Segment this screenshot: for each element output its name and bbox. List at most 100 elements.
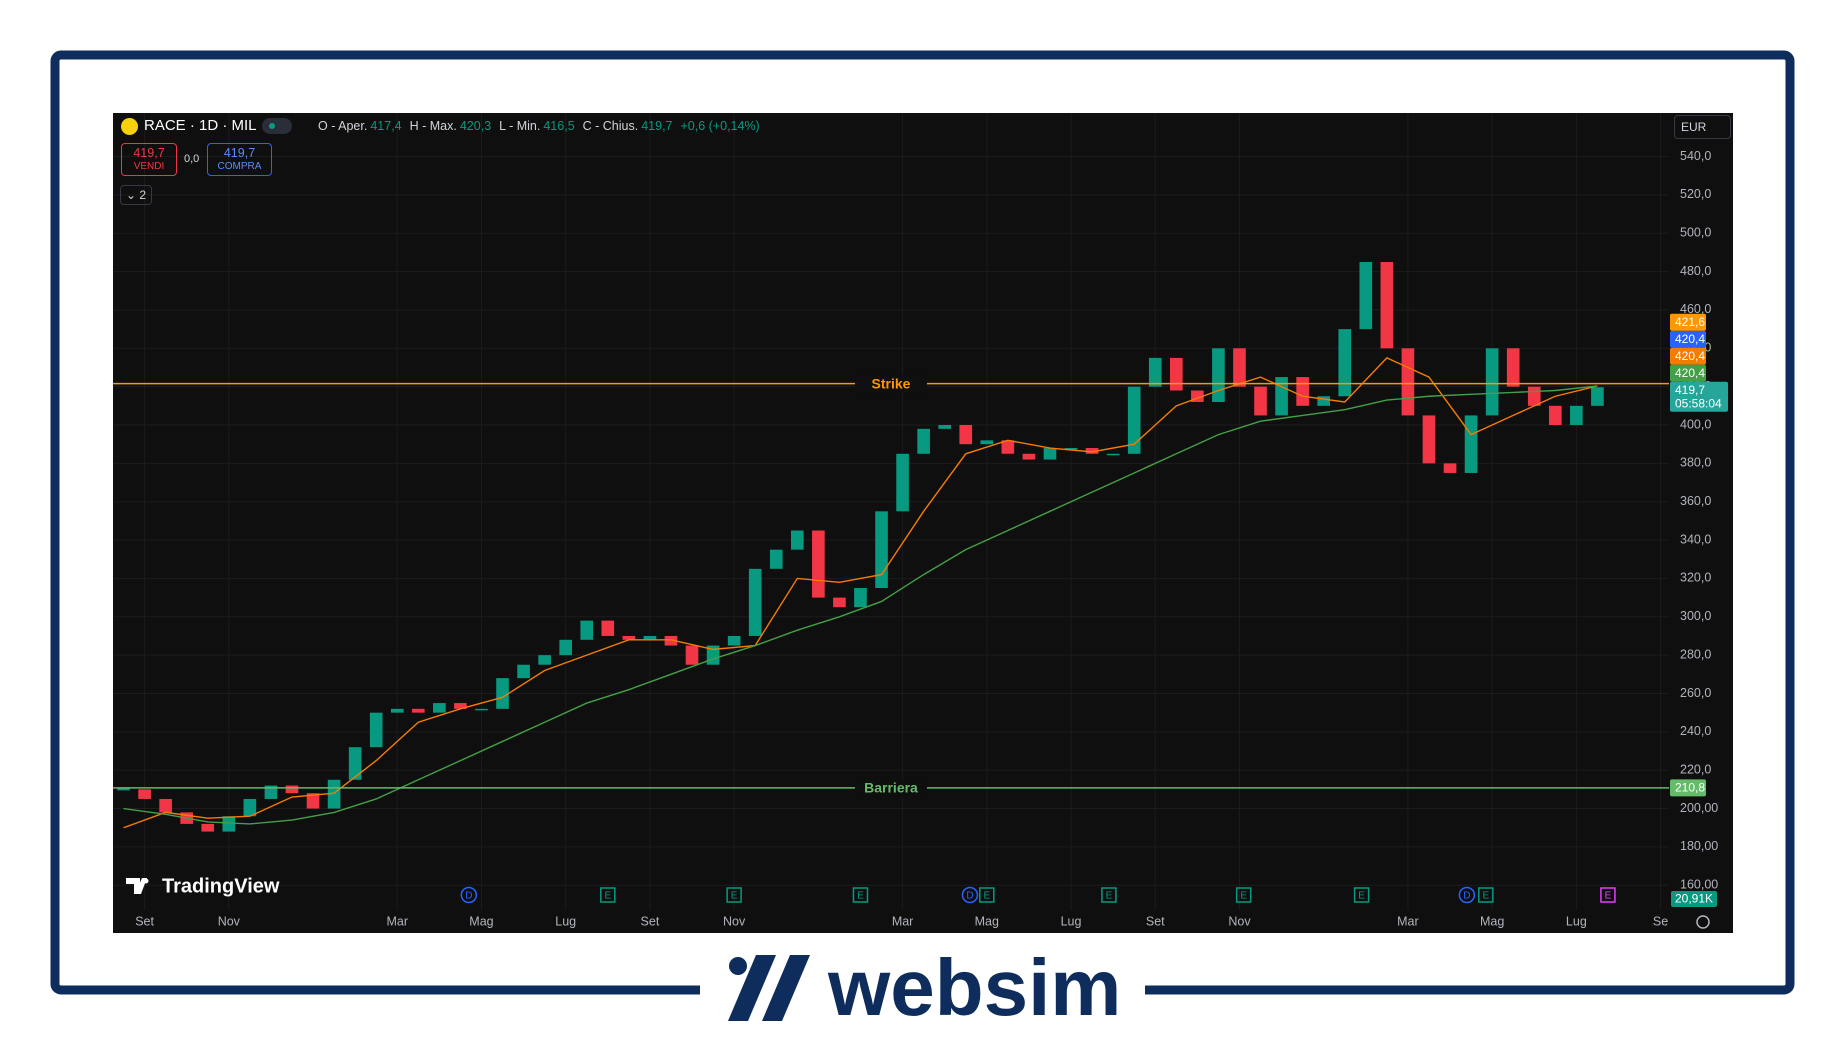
candle xyxy=(285,785,299,794)
event-marker xyxy=(460,886,478,904)
candle xyxy=(433,703,446,713)
candle xyxy=(1212,348,1225,402)
event-label: E xyxy=(604,891,611,902)
candle xyxy=(1127,386,1141,454)
event-label: E xyxy=(1605,891,1612,902)
chart-pane xyxy=(113,113,1733,933)
ohlc-label: O - Aper. xyxy=(318,119,368,133)
level-tag-label: 421,6 xyxy=(1675,315,1705,329)
candle xyxy=(348,747,362,780)
event-marker xyxy=(1600,887,1616,903)
x-tick-label: Se xyxy=(1653,914,1668,928)
y-tick-label: 460,0 xyxy=(1680,302,1711,316)
tv-icon xyxy=(126,878,147,894)
currency-select[interactable]: EUR xyxy=(1674,115,1731,139)
candle xyxy=(854,588,867,608)
candle xyxy=(1401,348,1415,416)
ohlc-value: 417,4 xyxy=(370,119,402,133)
sell-button[interactable]: 419,7 VENDI xyxy=(121,143,177,176)
y-tick-label: 260,0 xyxy=(1680,686,1711,700)
event-marker xyxy=(600,887,616,903)
y-tick-label: 180,00 xyxy=(1680,839,1718,853)
price-tag-label: 419,7 xyxy=(1675,383,1705,397)
candle xyxy=(475,708,488,711)
event-label: E xyxy=(1358,891,1365,902)
change: +0,6 (+0,14%) xyxy=(680,119,760,133)
candle xyxy=(769,549,783,569)
candle xyxy=(1485,348,1499,416)
candle xyxy=(411,708,425,713)
ohlc-legend: O - Aper. 417,4 H - Max. 420,3 L - Min. 416,5… xyxy=(318,119,760,133)
event-marker xyxy=(726,887,742,903)
price-tag xyxy=(1670,330,1706,348)
candle xyxy=(727,635,741,646)
brand: TradingView xyxy=(162,875,280,897)
candle xyxy=(1591,387,1604,406)
y-tick-label: 160,00 xyxy=(1680,878,1718,892)
candle xyxy=(1443,463,1457,473)
grid xyxy=(113,113,1669,910)
status-pill xyxy=(262,118,292,134)
candle xyxy=(896,453,909,512)
candle xyxy=(1001,440,1015,454)
candle xyxy=(454,703,467,709)
candle xyxy=(664,635,678,646)
x-tick-label: Mar xyxy=(1397,914,1419,928)
candle xyxy=(517,664,530,679)
logo-bar xyxy=(762,955,810,1021)
candle xyxy=(748,568,762,636)
volume-tag xyxy=(1671,891,1717,907)
candle xyxy=(1338,329,1352,397)
logo-dot xyxy=(729,957,747,975)
event-label: D xyxy=(966,891,973,902)
ohlc-value: 420,3 xyxy=(459,119,492,133)
axes: 160,00 180,00 200,00 220,0 240,0 260,0 280,0 30… xyxy=(113,149,1728,928)
settings-icon[interactable] xyxy=(1696,915,1710,929)
candle xyxy=(643,635,657,640)
price-tag-label: 420,4 xyxy=(1675,332,1705,346)
currency: EUR xyxy=(1681,120,1707,134)
candle xyxy=(875,511,888,589)
candle xyxy=(1275,377,1288,416)
candle xyxy=(1106,453,1120,456)
ohlc-value: 416,5 xyxy=(543,119,575,133)
candle xyxy=(559,639,573,656)
event-marker xyxy=(1458,886,1476,904)
price-tag xyxy=(1670,381,1728,412)
sell-price: 419,7 xyxy=(133,146,165,160)
tv-dot xyxy=(143,878,149,884)
y-tick-label: 400,0 xyxy=(1680,417,1711,431)
candle xyxy=(622,635,636,640)
candle xyxy=(1085,448,1099,454)
price-tag-countdown: 05:58:04 xyxy=(1675,396,1722,410)
candle xyxy=(1043,448,1057,460)
x-tick-label: Mag xyxy=(469,914,493,928)
level-label: Strike xyxy=(872,375,911,391)
y-tick-label: 500,0 xyxy=(1680,226,1711,240)
event-label: E xyxy=(1482,891,1489,902)
candle xyxy=(222,816,236,832)
x-tick-label: Set xyxy=(1146,914,1165,928)
candle xyxy=(1254,386,1267,416)
level-label: Barriera xyxy=(864,780,918,796)
candle xyxy=(1570,405,1583,426)
websim-logo: websim xyxy=(728,943,1121,1032)
event-label: E xyxy=(857,891,864,902)
buy-button[interactable]: 419,7 COMPRA xyxy=(207,143,272,176)
candle xyxy=(390,708,404,713)
x-tick-label: Mar xyxy=(892,914,914,928)
candle xyxy=(1548,405,1562,426)
y-tick-label: 380,0 xyxy=(1680,456,1711,470)
candle xyxy=(938,425,952,429)
indicators-toggle[interactable]: ⌄ 2 xyxy=(120,185,152,205)
moving-average xyxy=(123,385,1598,825)
y-tick-label: 300,0 xyxy=(1680,609,1711,623)
price-tag xyxy=(1670,347,1706,365)
event-marker xyxy=(1101,887,1117,903)
candle xyxy=(1296,377,1309,406)
y-tick-label: 360,0 xyxy=(1680,494,1711,508)
event-marker xyxy=(852,887,869,903)
level-tag xyxy=(1670,779,1706,797)
